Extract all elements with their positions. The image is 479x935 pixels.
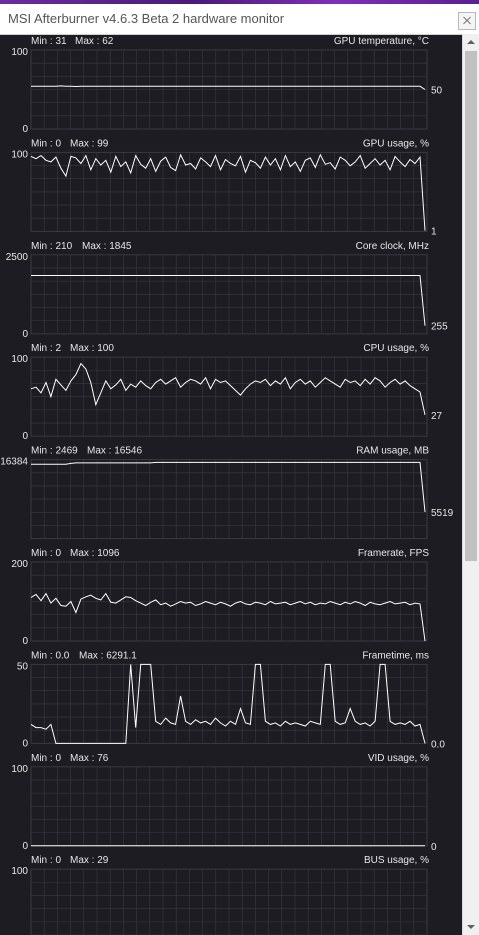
- graph-name: VID usage, %: [368, 753, 429, 764]
- graph-panel-ram_usage: Min : 2469 Max : 16546 RAM usage, MB 16384 5…: [0, 446, 454, 540]
- graph-min-label: Min : 0.0: [31, 650, 70, 661]
- graph-scale-min-label: 0: [22, 738, 28, 749]
- scrollbar-thumb[interactable]: [465, 51, 477, 561]
- graph-panel-bus_usage: Min : 0 Max : 29 BUS usage, % 100: [11, 855, 429, 935]
- title-bar-accent: [0, 0, 479, 4]
- graph-name: GPU temperature, °C: [334, 36, 429, 47]
- graph-panel-frametime: Min : 0.0 Max : 6291.1 Frametime, ms 50 0 0.0: [17, 650, 445, 750]
- graph-scale-max-label: 100: [11, 47, 28, 58]
- graph-series-line: [31, 85, 426, 90]
- graph-max-label: Max : 29: [70, 855, 109, 866]
- graph-current-value: 5519: [431, 508, 454, 519]
- graph-scale-max-label: 50: [17, 661, 29, 672]
- graph-scale-max-label: 100: [11, 354, 28, 365]
- graph-min-label: Min : 210: [31, 241, 73, 252]
- graph-max-label: Max : 100: [70, 343, 114, 354]
- graph-max-label: Max : 99: [70, 138, 109, 149]
- close-icon[interactable]: [458, 12, 476, 30]
- graph-name: Frametime, ms: [362, 650, 429, 661]
- graph-panel-gpu_usage: Min : 0 Max : 99 GPU usage, % 100 1: [11, 138, 437, 237]
- graph-current-value: 1: [431, 227, 437, 238]
- graph-scale-min-label: 0: [22, 329, 28, 340]
- graph-current-value: 50: [431, 86, 443, 97]
- graph-min-label: Min : 31: [31, 36, 67, 47]
- graph-min-label: Min : 2: [31, 343, 61, 354]
- graph-scale-max-label: 16384: [0, 457, 28, 468]
- graph-current-value: 0.0: [431, 739, 445, 750]
- graph-panel-core_clock: Min : 210 Max : 1845 Core clock, MHz 2500 0 2…: [6, 241, 448, 340]
- graph-series-line: [30, 663, 426, 744]
- graph-panel-framerate: Min : 0 Max : 1096 Framerate, FPS 200 0: [11, 548, 429, 647]
- graph-name: Framerate, FPS: [358, 548, 429, 559]
- graph-current-value: 255: [431, 322, 448, 333]
- graph-current-value: 0: [431, 842, 437, 853]
- graph-scale-min-label: 0: [22, 636, 28, 647]
- graph-max-label: Max : 1845: [82, 241, 132, 252]
- graph-scale-min-label: 0: [22, 841, 28, 852]
- graph-scale-max-label: 100: [11, 149, 28, 160]
- graph-series-line: [31, 275, 426, 326]
- graph-panel-cpu_usage: Min : 2 Max : 100 CPU usage, % 100 0 27: [11, 343, 442, 442]
- graph-series-line: [30, 153, 426, 231]
- graph-min-label: Min : 0: [31, 753, 61, 764]
- graph-scale-max-label: 200: [11, 559, 28, 570]
- graph-series-line: [30, 362, 426, 416]
- graph-min-label: Min : 0: [31, 138, 61, 149]
- scroll-up-arrow-icon[interactable]: [463, 34, 479, 50]
- graph-name: BUS usage, %: [364, 855, 429, 866]
- graph-scale-max-label: 2500: [6, 252, 29, 263]
- graph-series-line: [30, 592, 426, 642]
- graph-series-line: [31, 461, 426, 513]
- graph-min-label: Min : 0: [31, 855, 61, 866]
- graph-max-label: Max : 1096: [70, 548, 120, 559]
- graph-max-label: Max : 6291.1: [79, 650, 137, 661]
- graph-max-label: Max : 16546: [87, 446, 142, 457]
- graph-scale-max-label: 100: [11, 866, 28, 877]
- graph-panel-vid_usage: Min : 0 Max : 76 VID usage, % 100 0 0: [11, 753, 437, 853]
- graph-current-value: 27: [431, 411, 443, 422]
- graphs-canvas: Min : 31 Max : 62 GPU temperature, °C10005…: [0, 36, 454, 935]
- graph-name: Core clock, MHz: [356, 241, 429, 252]
- monitor-graph-area[interactable]: Min : 31 Max : 62 GPU temperature, °C 100 0 5…: [0, 35, 462, 935]
- graph-min-label: Min : 0: [31, 548, 61, 559]
- window-title: MSI Afterburner v4.6.3 Beta 2 hardware m…: [8, 11, 285, 26]
- graph-scale-min-label: 0: [22, 124, 28, 135]
- title-bar: MSI Afterburner v4.6.3 Beta 2 hardware m…: [0, 0, 479, 35]
- vertical-scrollbar[interactable]: [462, 34, 479, 935]
- graph-min-label: Min : 2469: [31, 446, 78, 457]
- graph-name: GPU usage, %: [363, 138, 429, 149]
- graph-scale-max-label: 100: [11, 764, 28, 775]
- graph-scale-min-label: 0: [22, 431, 28, 442]
- scroll-down-arrow-icon[interactable]: [463, 919, 479, 935]
- graph-name: RAM usage, MB: [356, 446, 429, 457]
- graph-max-label: Max : 62: [75, 36, 114, 47]
- graph-panel-gpu_temp: Min : 31 Max : 62 GPU temperature, °C 100 0 5…: [11, 36, 442, 135]
- graph-max-label: Max : 76: [70, 753, 109, 764]
- graph-name: CPU usage, %: [363, 343, 429, 354]
